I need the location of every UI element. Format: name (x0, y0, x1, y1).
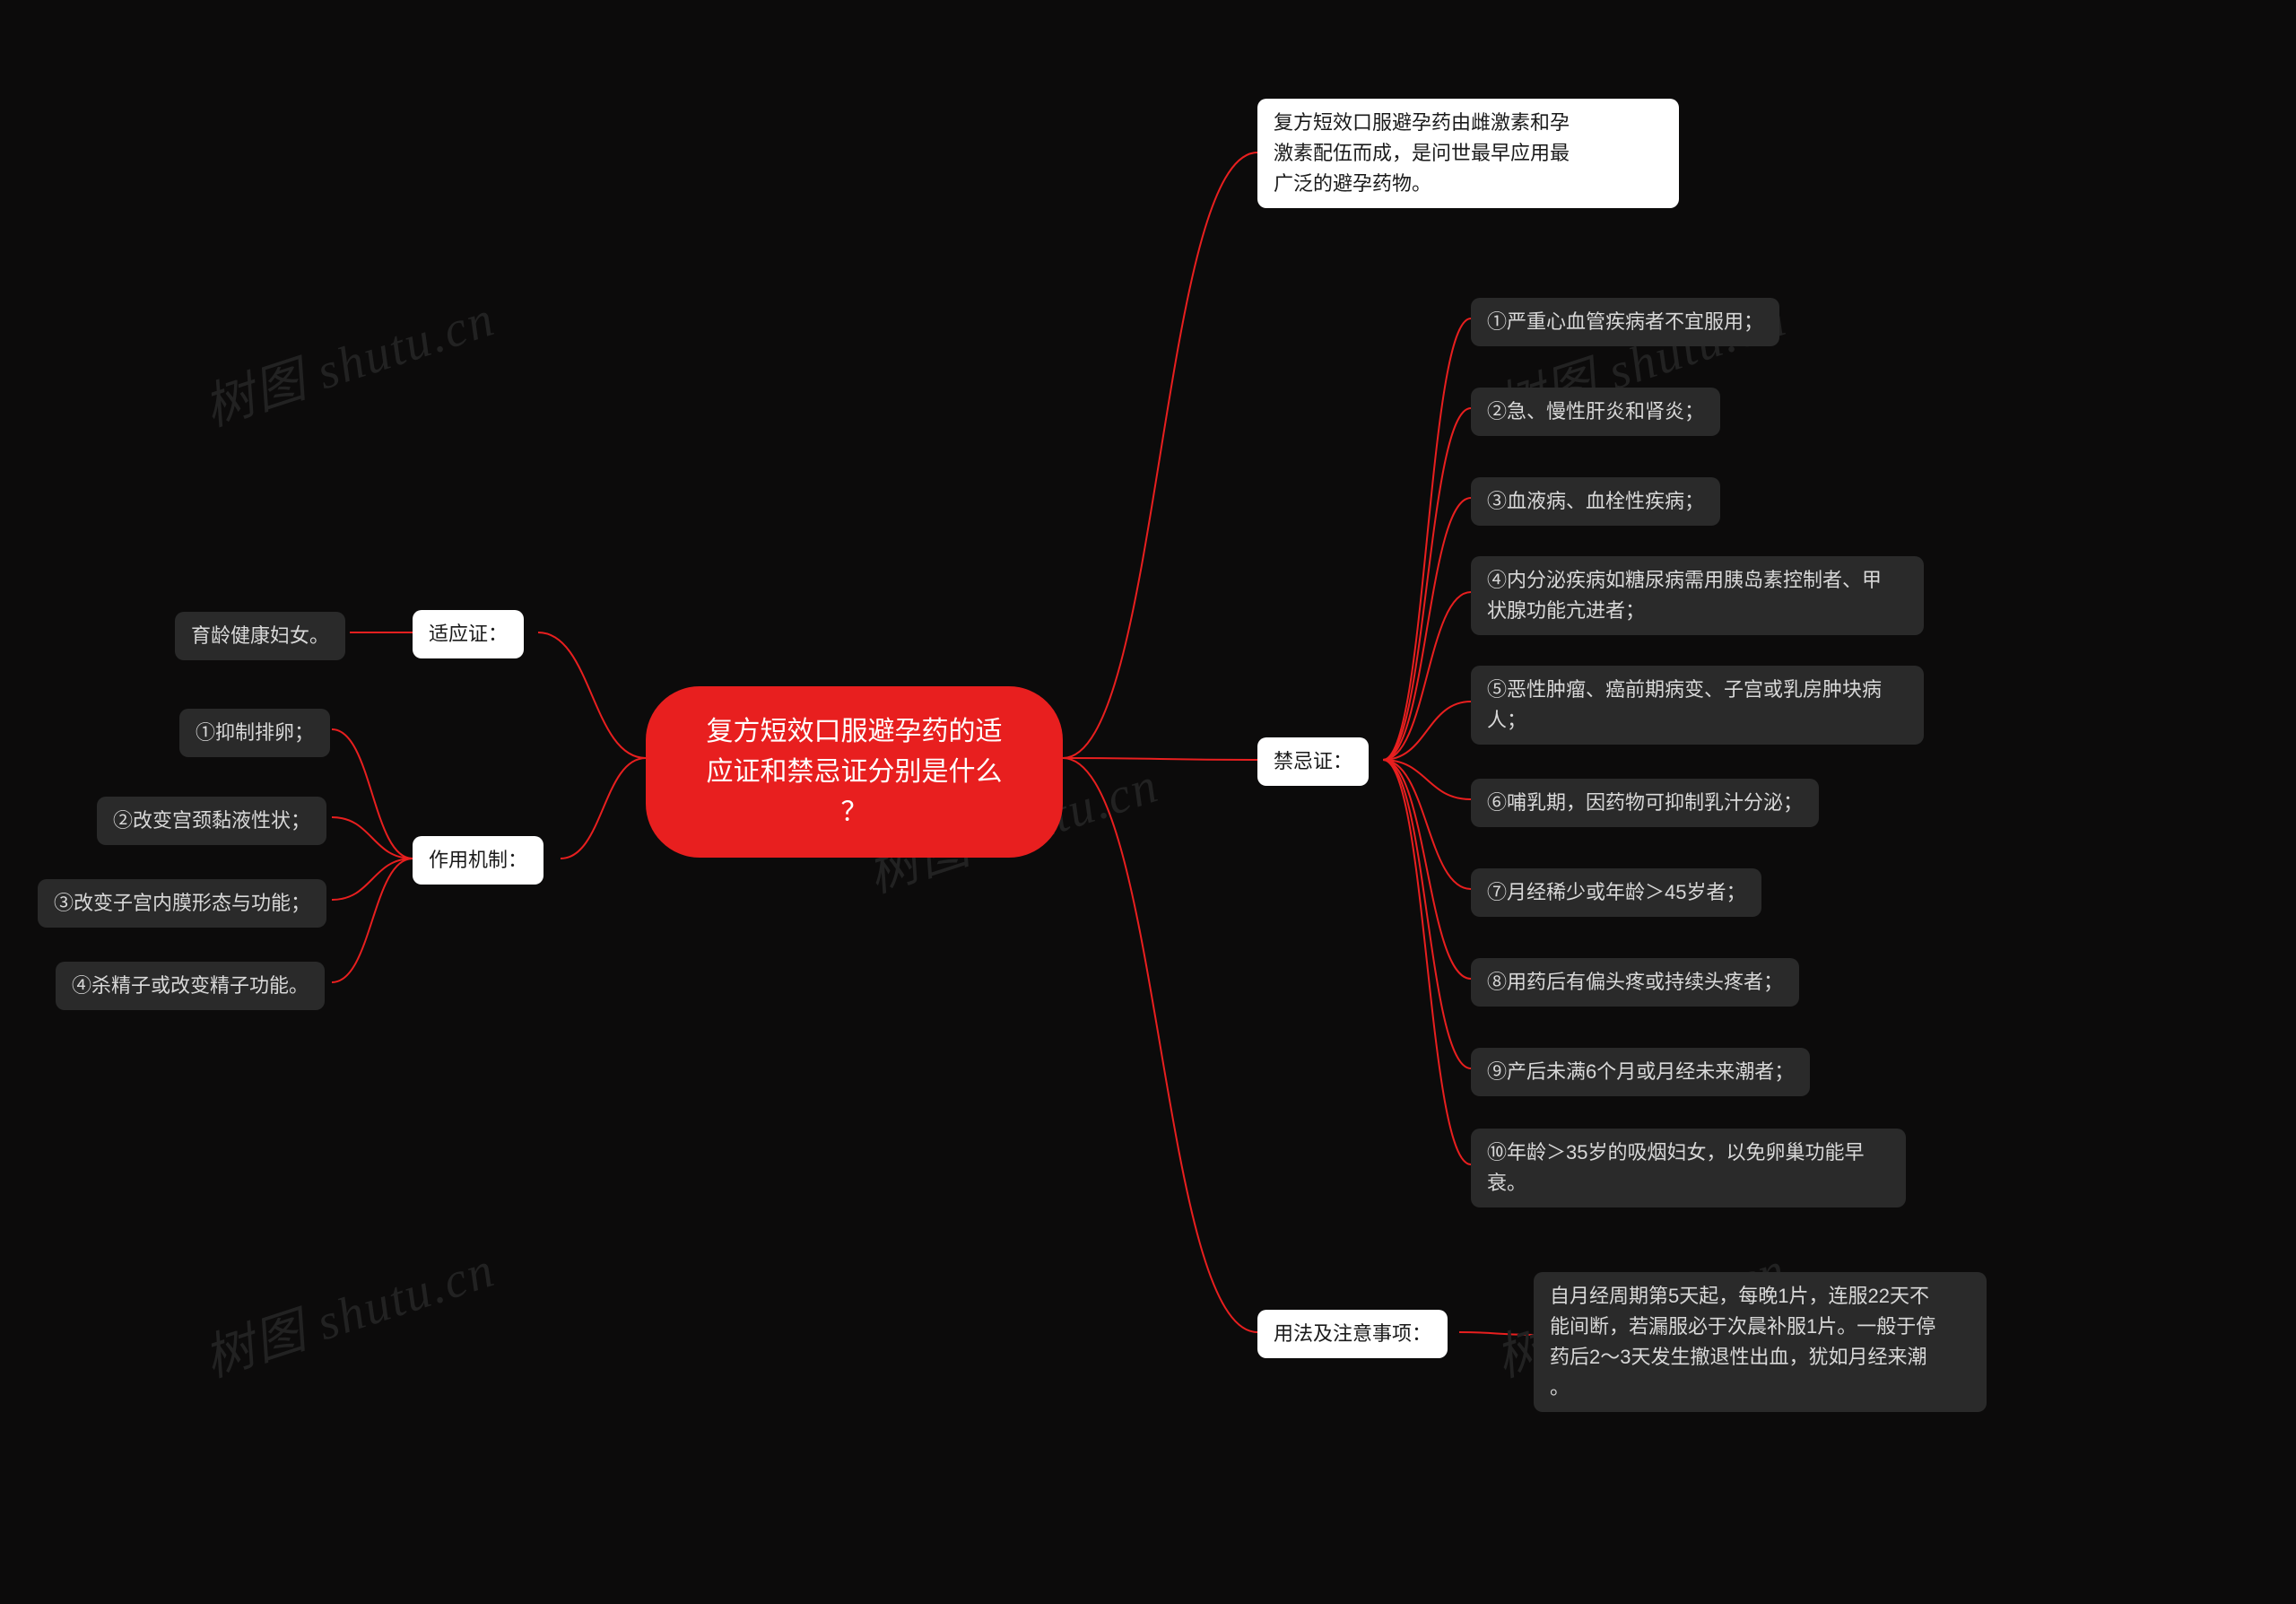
leaf-contra-10[interactable]: ⑩年龄＞35岁的吸烟妇女，以免卵巢功能早衰。 (1471, 1129, 1906, 1207)
center-node[interactable]: 复方短效口服避孕药的适应证和禁忌证分别是什么？ (646, 686, 1063, 858)
leaf-usage-1[interactable]: 自月经周期第5天起，每晚1片，连服22天不能间断，若漏服必于次晨补服1片。一般于… (1534, 1272, 1987, 1412)
leaf-contra-3[interactable]: ③血液病、血栓性疾病； (1471, 477, 1720, 526)
leaf-contra-1[interactable]: ①严重心血管疾病者不宜服用； (1471, 298, 1779, 346)
watermark: 树图 shutu.cn (194, 278, 503, 440)
leaf-indic-1[interactable]: 育龄健康妇女。 (175, 612, 345, 660)
leaf-contra-7[interactable]: ⑦月经稀少或年龄＞45岁者； (1471, 868, 1761, 917)
branch-mech[interactable]: 作用机制： (413, 836, 544, 885)
branch-contra[interactable]: 禁忌证： (1257, 737, 1369, 786)
leaf-mech-2[interactable]: ②改变宫颈黏液性状； (97, 797, 326, 845)
leaf-mech-1[interactable]: ①抑制排卵； (179, 709, 330, 757)
leaf-contra-9[interactable]: ⑨产后未满6个月或月经未来潮者； (1471, 1048, 1810, 1096)
leaf-contra-5[interactable]: ⑤恶性肿瘤、癌前期病变、子宫或乳房肿块病人； (1471, 666, 1924, 745)
leaf-contra-6[interactable]: ⑥哺乳期，因药物可抑制乳汁分泌； (1471, 779, 1819, 827)
branch-intro[interactable]: 复方短效口服避孕药由雌激素和孕激素配伍而成，是问世最早应用最广泛的避孕药物。 (1257, 99, 1679, 208)
leaf-mech-3[interactable]: ③改变子宫内膜形态与功能； (38, 879, 326, 928)
leaf-contra-4[interactable]: ④内分泌疾病如糖尿病需用胰岛素控制者、甲状腺功能亢进者； (1471, 556, 1924, 635)
leaf-mech-4[interactable]: ④杀精子或改变精子功能。 (56, 962, 325, 1010)
mindmap-canvas: 树图 shutu.cn 树图 shutu.cn 树图 shutu.cn 树图 s… (0, 0, 2296, 1604)
branch-indic[interactable]: 适应证： (413, 610, 524, 658)
leaf-contra-8[interactable]: ⑧用药后有偏头疼或持续头疼者； (1471, 958, 1799, 1007)
branch-usage[interactable]: 用法及注意事项： (1257, 1310, 1448, 1358)
leaf-contra-2[interactable]: ②急、慢性肝炎和肾炎； (1471, 388, 1720, 436)
watermark: 树图 shutu.cn (194, 1229, 503, 1391)
